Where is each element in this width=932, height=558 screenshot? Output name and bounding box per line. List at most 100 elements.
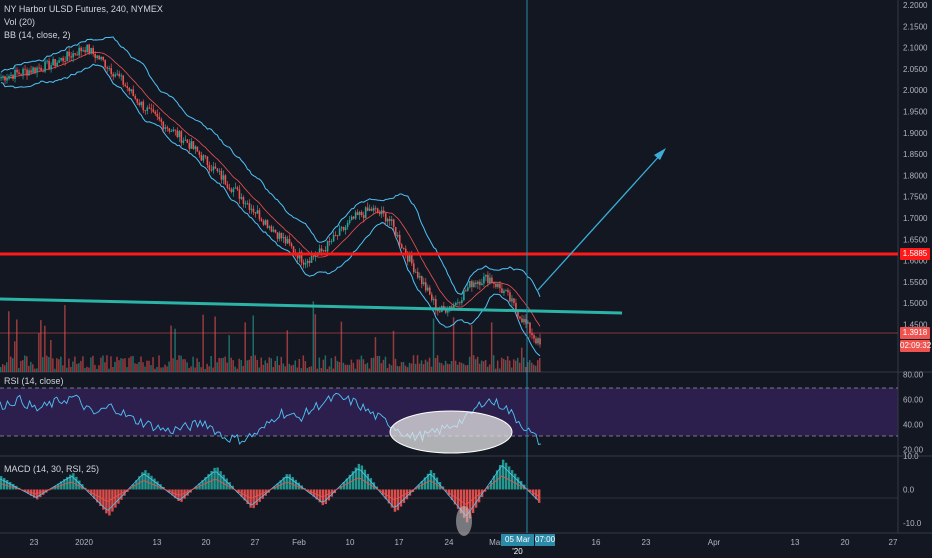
- candle-body: [74, 53, 76, 54]
- candle-body: [213, 167, 215, 171]
- macd-hist-bar: [520, 481, 522, 489]
- candle-body: [277, 232, 279, 238]
- macd-hist-bar: [117, 489, 119, 503]
- volume-bar: [250, 356, 252, 372]
- macd-hist-bar: [39, 489, 41, 497]
- candle-body: [76, 54, 78, 55]
- rsi-highlight-ellipse[interactable]: [390, 411, 512, 453]
- volume-bar: [479, 364, 481, 372]
- candle-body: [335, 235, 337, 236]
- volume-bar: [266, 363, 268, 372]
- macd-hist-bar: [406, 489, 408, 499]
- volume-bar: [202, 315, 204, 372]
- macd-legend[interactable]: MACD (14, 30, RSI, 25): [4, 464, 99, 474]
- candle-body: [263, 221, 265, 225]
- volume-bar: [293, 365, 295, 372]
- candle-body: [225, 175, 227, 184]
- candle-body: [433, 299, 435, 300]
- volume-bar: [106, 355, 108, 372]
- bollinger-legend[interactable]: BB (14, close, 2): [4, 30, 71, 40]
- volume-bar: [84, 368, 86, 372]
- cursor-time-tag: 07:00: [535, 534, 555, 546]
- volume-bar: [307, 368, 309, 372]
- candle-body: [142, 102, 144, 111]
- price-axis-label: 2.0500: [903, 65, 928, 74]
- candle-body: [485, 275, 487, 277]
- candle-body: [217, 169, 219, 171]
- candle-body: [201, 155, 203, 161]
- macd-hist-bar: [358, 464, 360, 490]
- candle-body: [241, 197, 243, 199]
- macd-hist-bar: [111, 489, 113, 511]
- volume-bar: [64, 305, 66, 372]
- volume-bar: [36, 368, 38, 372]
- volume-bar: [427, 362, 429, 372]
- candle-body: [315, 256, 317, 257]
- volume-bar: [379, 356, 381, 372]
- volume-bar: [60, 357, 62, 372]
- candle-body: [307, 261, 309, 263]
- macd-hist-bar: [403, 489, 405, 502]
- candle-body: [259, 210, 261, 219]
- candle-body: [481, 283, 483, 285]
- candle-body: [62, 58, 64, 61]
- candle-body: [313, 256, 315, 257]
- candle-body: [477, 282, 479, 284]
- volume-bar: [226, 363, 228, 372]
- volume-bar: [433, 319, 435, 372]
- candle-body: [0, 78, 2, 79]
- volume-bar: [256, 360, 258, 372]
- macd-hist-bar: [286, 474, 288, 489]
- volume-bar: [283, 364, 285, 372]
- volume-bar: [138, 362, 140, 372]
- volume-bar: [271, 358, 273, 372]
- candle-body: [415, 272, 417, 273]
- candle-body: [275, 230, 277, 233]
- macd-hist-bar: [225, 478, 227, 489]
- volume-bar: [375, 337, 377, 372]
- candle-body: [245, 203, 247, 204]
- candle-body: [341, 227, 343, 228]
- candle-body: [503, 291, 505, 293]
- volume-legend[interactable]: Vol (20): [4, 17, 35, 27]
- volume-bar: [228, 335, 230, 372]
- candle-body: [261, 219, 263, 221]
- macd-hist-bar: [538, 489, 540, 502]
- candle-body: [409, 255, 411, 261]
- volume-bar: [122, 359, 124, 372]
- candle-body: [389, 219, 391, 221]
- candle-body: [197, 147, 199, 152]
- volume-bar: [469, 357, 471, 372]
- macd-hist-bar: [75, 477, 77, 490]
- candle-body: [253, 209, 255, 212]
- volume-bar: [339, 362, 341, 372]
- candle-body: [431, 294, 433, 300]
- macd-highlight-ellipse[interactable]: [456, 506, 472, 536]
- candle-body: [269, 226, 271, 227]
- volume-bar: [303, 355, 305, 372]
- volume-bar: [6, 362, 8, 372]
- macd-hist-bar: [394, 489, 396, 511]
- volume-bar: [10, 357, 12, 372]
- volume-bar: [218, 358, 220, 372]
- candle-body: [231, 189, 233, 192]
- candle-body: [44, 62, 46, 72]
- candle-body: [369, 209, 371, 211]
- macd-hist-bar: [0, 476, 2, 489]
- macd-hist-bar: [183, 489, 185, 498]
- candle-body: [273, 230, 275, 232]
- candle-body: [64, 61, 66, 62]
- volume-bar: [409, 363, 411, 372]
- candle-body: [487, 275, 489, 283]
- candle-body: [193, 141, 195, 149]
- candle-body: [42, 71, 44, 72]
- candle-body: [399, 235, 401, 244]
- rsi-legend[interactable]: RSI (14, close): [4, 376, 64, 386]
- candle-body: [191, 141, 193, 149]
- volume-bar: [110, 356, 112, 372]
- volume-bar: [341, 322, 343, 372]
- candle-body: [363, 215, 365, 218]
- candle-body: [96, 56, 98, 58]
- price-axis-label: 1.9000: [903, 129, 928, 138]
